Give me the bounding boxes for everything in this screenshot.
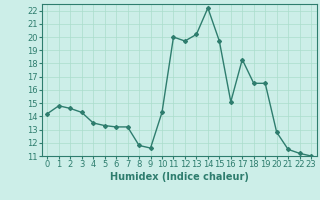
X-axis label: Humidex (Indice chaleur): Humidex (Indice chaleur): [110, 172, 249, 182]
